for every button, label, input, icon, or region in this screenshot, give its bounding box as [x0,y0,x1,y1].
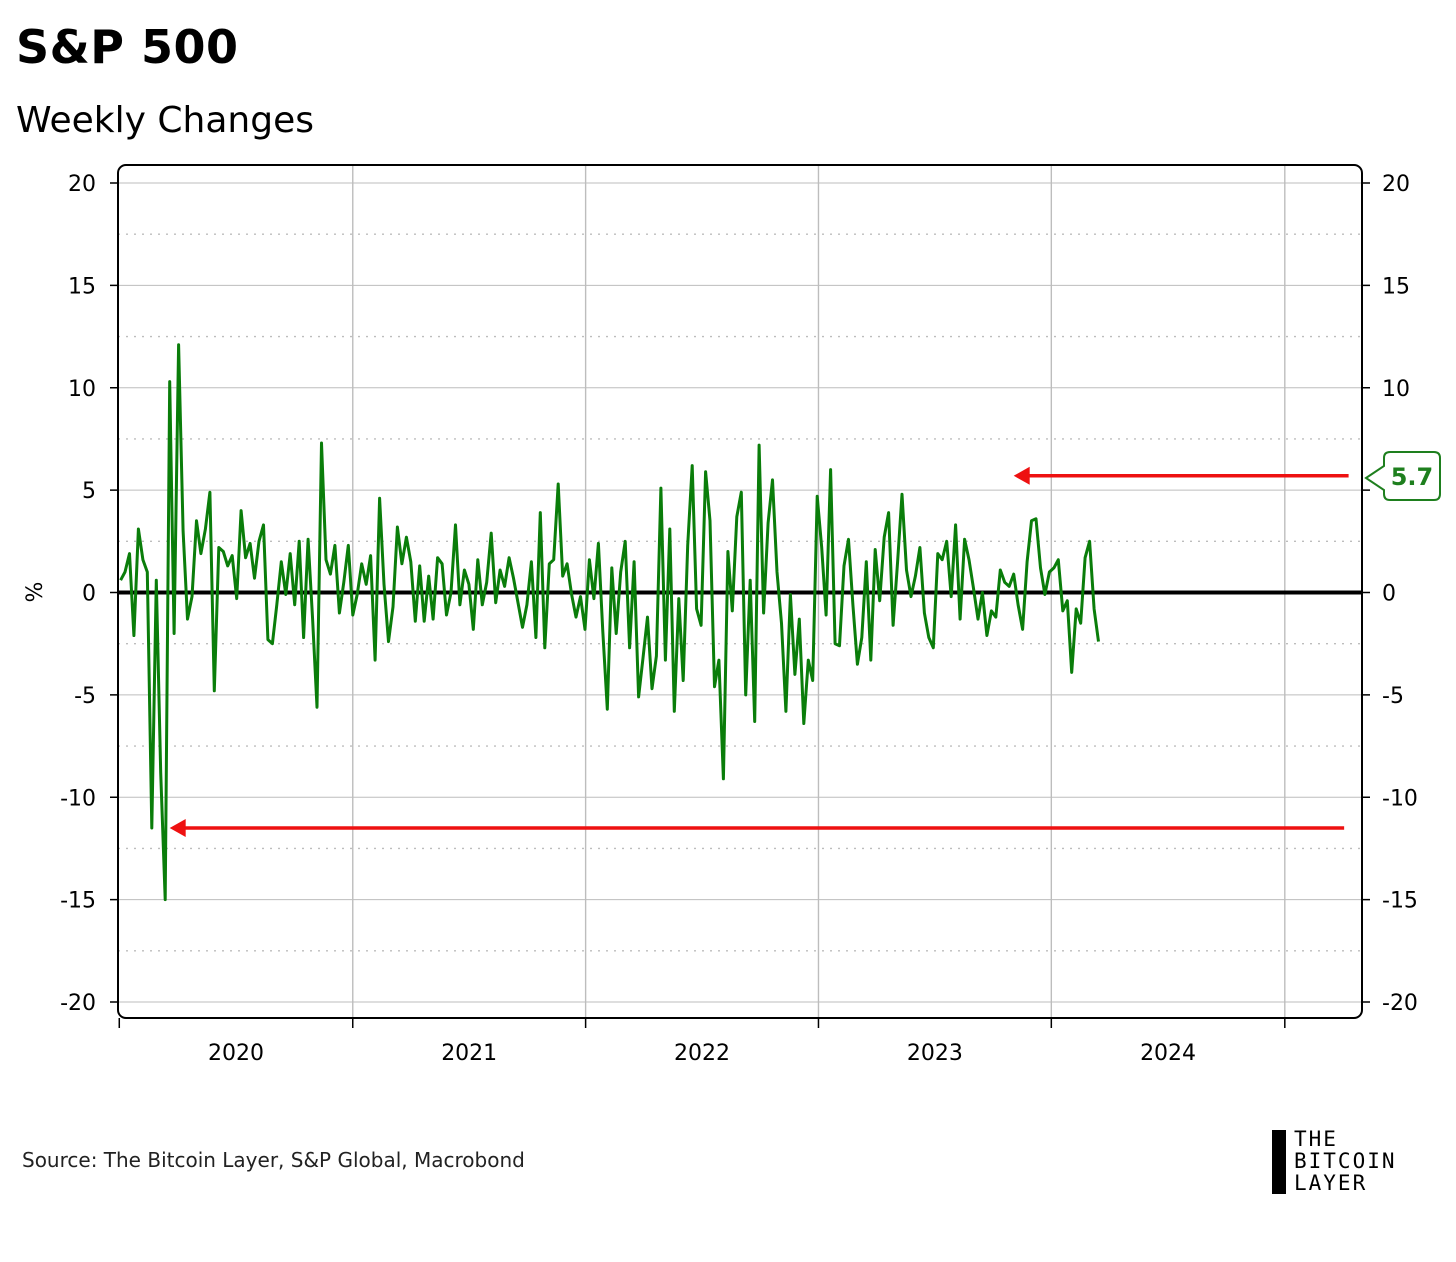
y-tick-label-right: 10 [1382,377,1410,402]
x-tick-label: 2022 [674,1041,730,1066]
x-tick-label: 2021 [441,1041,497,1066]
x-tick-label: 2023 [907,1041,963,1066]
y-tick-label-right: -20 [1382,991,1418,1016]
annotation-arrowhead [169,818,186,837]
y-tick-label-left: 20 [68,172,96,197]
x-tick-label: 2024 [1140,1041,1196,1066]
x-tick-label: 2020 [208,1041,264,1066]
y-tick-label-right: 20 [1382,172,1410,197]
y-tick-label-left: 15 [68,274,96,299]
logo-line-1: THE [1294,1127,1338,1151]
y-tick-label-left: -15 [60,889,96,914]
y-tick-label-right: 0 [1382,582,1396,607]
callout-value: 5.7 [1391,463,1434,491]
series-line [119,343,1100,902]
y-tick-label-left: 10 [68,377,96,402]
source-note: Source: The Bitcoin Layer, S&P Global, M… [22,1148,525,1172]
axes: 2020151510105500-5-5-10-10-15-15-20-2020… [60,172,1418,1066]
value-callout: 5.7 [1364,451,1441,501]
y-tick-label-right: -5 [1382,684,1404,709]
annotation-arrowhead [1013,466,1030,485]
logo-line-2: BITCOIN [1294,1149,1397,1173]
chart-subtitle: Weekly Changes [16,100,314,141]
y-axis-label: % [23,582,48,603]
brand-logo: THE BITCOIN LAYER [1272,1128,1442,1196]
y-tick-label-left: 0 [82,582,96,607]
logo-line-3: LAYER [1294,1171,1368,1195]
y-tick-label-right: -10 [1382,786,1418,811]
annotations [169,466,1349,837]
y-tick-label-right: 15 [1382,274,1410,299]
chart-title: S&P 500 [16,20,239,74]
y-tick-label-left: -20 [60,991,96,1016]
y-tick-label-left: -10 [60,786,96,811]
series-sp500-weekly-change [119,343,1100,902]
plot-frame [117,164,1363,1019]
y-tick-label-left: -5 [74,684,96,709]
logo-bar [1272,1130,1286,1194]
y-tick-label-left: 5 [82,479,96,504]
logo-text: THE BITCOIN LAYER [1294,1128,1397,1194]
y-tick-label-right: -15 [1382,889,1418,914]
